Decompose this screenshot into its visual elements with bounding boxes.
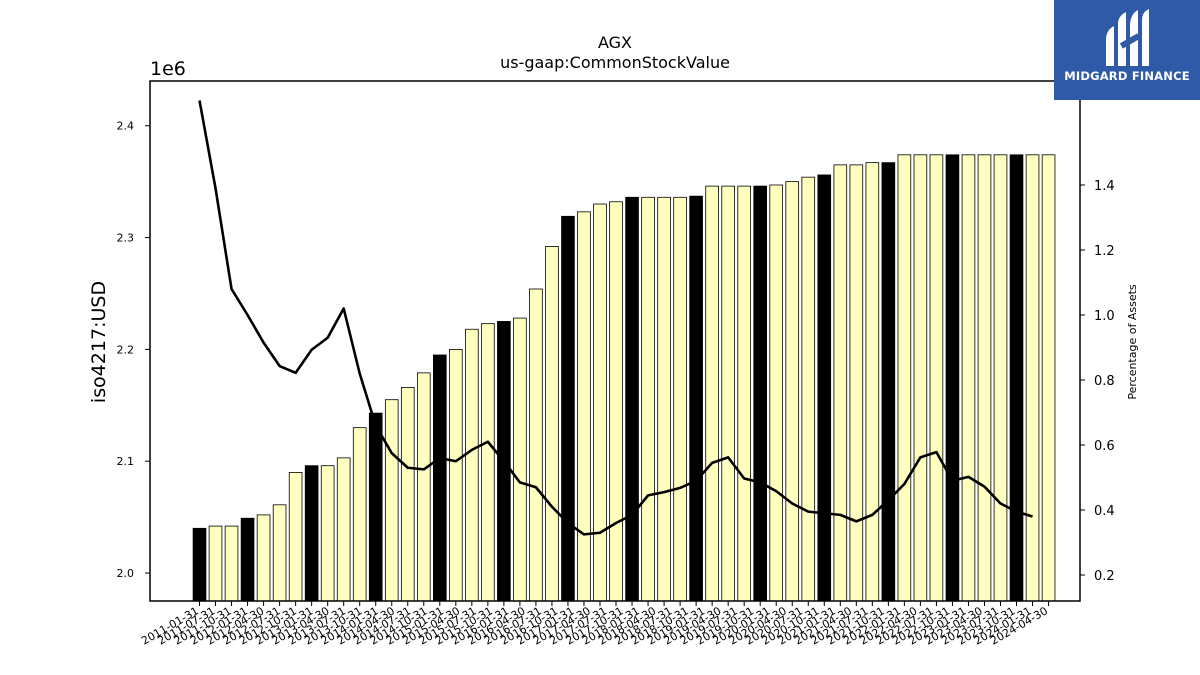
bar xyxy=(881,162,896,602)
bar xyxy=(785,181,800,602)
logo: MIDGARD FINANCE xyxy=(1054,0,1200,100)
bar xyxy=(561,215,575,602)
y2-tick-label: 0.4 xyxy=(1094,504,1115,519)
bar xyxy=(945,154,960,602)
bar xyxy=(609,201,623,602)
bar xyxy=(593,203,607,602)
bar xyxy=(753,185,767,602)
bar xyxy=(432,354,447,602)
bar xyxy=(256,514,271,602)
bar xyxy=(416,372,431,602)
bar xyxy=(833,164,848,602)
y2-tick-label: 0.8 xyxy=(1094,374,1115,389)
y2-tick-label: 0.6 xyxy=(1094,439,1115,454)
bar xyxy=(577,211,591,602)
bar xyxy=(897,154,912,602)
chart-subtitle: us-gaap:CommonStockValue xyxy=(500,53,730,72)
bar xyxy=(465,328,479,602)
bar xyxy=(865,162,880,602)
bar xyxy=(529,288,543,602)
bar xyxy=(304,465,319,602)
bar xyxy=(1025,154,1040,602)
series-line xyxy=(198,100,1033,536)
bar xyxy=(481,323,495,602)
y2-tick-label: 1.0 xyxy=(1094,309,1115,324)
bar xyxy=(721,185,735,602)
bar xyxy=(545,246,559,602)
bar xyxy=(817,174,832,602)
bar xyxy=(977,154,992,602)
y2-axis-label: Percentage of Assets xyxy=(1126,284,1139,400)
y2-tick-label: 0.2 xyxy=(1094,569,1115,584)
bar xyxy=(208,525,223,602)
bar xyxy=(352,427,367,602)
bar xyxy=(849,164,864,602)
bar xyxy=(673,196,687,602)
bar xyxy=(224,525,239,602)
logo-text: MIDGARD FINANCE xyxy=(1064,69,1190,83)
y-axis-label: iso4217:USD xyxy=(88,281,110,403)
bar xyxy=(993,154,1008,602)
bar xyxy=(272,504,287,602)
bar xyxy=(240,517,255,602)
y-offset-label: 1e6 xyxy=(150,58,186,80)
bar xyxy=(1009,154,1024,602)
bar xyxy=(513,317,527,602)
y2-tick-label: 1.2 xyxy=(1094,244,1115,259)
y-tick-label: 2.2 xyxy=(117,343,135,356)
y-tick-label: 2.4 xyxy=(117,120,135,133)
bar xyxy=(961,154,976,602)
bar xyxy=(689,195,703,602)
bar xyxy=(336,457,351,602)
bar xyxy=(192,527,207,602)
bar xyxy=(801,176,816,602)
chart-title: AGX xyxy=(598,33,632,52)
bar xyxy=(288,471,303,602)
y-tick-label: 2.3 xyxy=(117,232,135,245)
y2-tick-label: 1.4 xyxy=(1094,179,1115,194)
bar xyxy=(769,184,784,602)
y-tick-label: 2.1 xyxy=(117,455,135,468)
bar xyxy=(737,185,751,602)
bar xyxy=(320,465,335,602)
bar xyxy=(641,196,655,602)
plot-frame xyxy=(149,80,1081,602)
bar xyxy=(929,154,944,602)
bar xyxy=(449,348,463,602)
bar xyxy=(384,399,399,602)
bar xyxy=(368,412,383,602)
bar xyxy=(625,196,639,602)
bar xyxy=(1041,154,1056,602)
bar xyxy=(913,154,928,602)
midgard-logo-icon xyxy=(1106,9,1149,66)
bar xyxy=(705,185,719,602)
bar xyxy=(400,387,415,602)
bar xyxy=(657,196,671,602)
y-tick-label: 2.0 xyxy=(117,567,135,580)
